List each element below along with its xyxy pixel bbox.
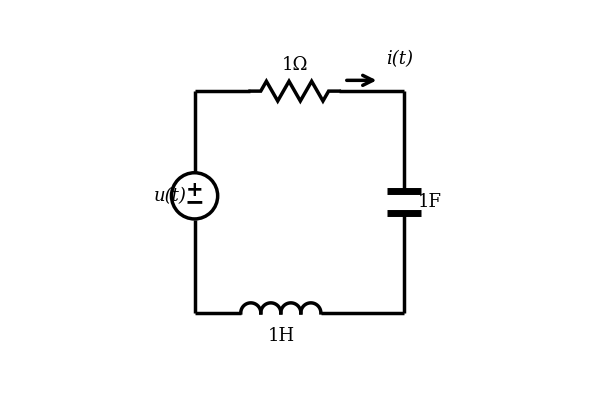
Text: i(t): i(t) (386, 50, 413, 68)
Text: 1Ω: 1Ω (281, 56, 308, 74)
Text: 1H: 1H (267, 327, 294, 345)
Text: u(t): u(t) (153, 187, 186, 205)
Text: +: + (186, 180, 204, 200)
Text: −: − (185, 190, 205, 214)
Text: 1F: 1F (418, 193, 442, 211)
